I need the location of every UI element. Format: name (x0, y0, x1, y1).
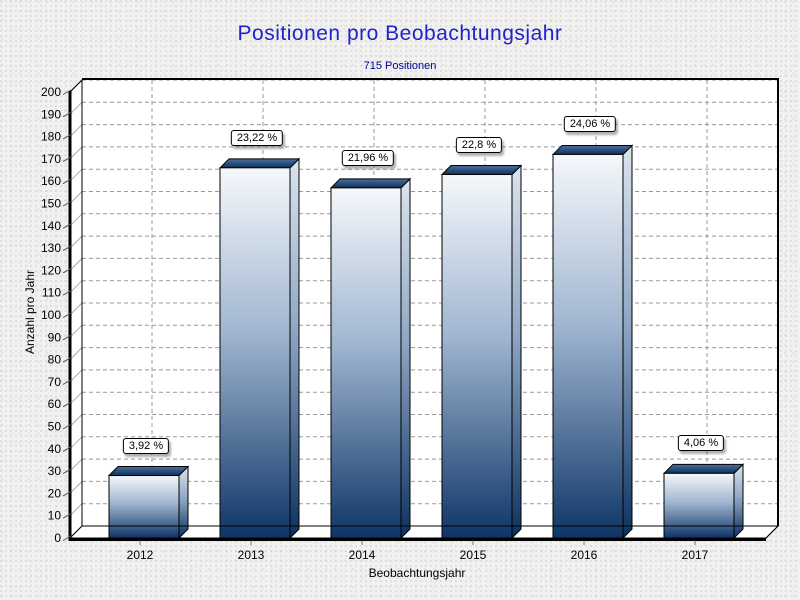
bar-percent-label: 24,06 % (563, 116, 617, 133)
y-tick-label: 160 (41, 174, 61, 188)
y-tick-label: 50 (48, 420, 62, 434)
bar-2015 (440, 164, 523, 540)
y-tick-label: 40 (48, 442, 62, 456)
y-tick-label: 200 (41, 85, 61, 99)
bar-2017 (662, 463, 745, 540)
y-tick-label: 0 (54, 531, 61, 545)
x-axis-title: Beobachtungsjahr (369, 566, 466, 580)
bar-percent-label: 21,96 % (341, 149, 395, 166)
bar-2016 (551, 144, 634, 540)
bar-2013 (218, 157, 301, 540)
y-tick-label: 110 (42, 286, 61, 300)
chart-subtitle: 715 Positionen (363, 60, 437, 72)
year-label: 2013 (238, 548, 265, 562)
year-label: 2014 (349, 548, 376, 562)
y-tick-label: 170 (41, 152, 61, 166)
y-tick-label: 20 (48, 486, 62, 500)
y-tick-label: 140 (41, 219, 61, 233)
chart-title: Positionen pro Beobachtungsjahr (237, 22, 563, 45)
y-tick-label: 90 (48, 330, 62, 344)
y-tick-label: 80 (48, 353, 62, 367)
y-tick-label: 60 (48, 397, 62, 411)
bar-percent-label: 3,92 % (122, 437, 170, 454)
y-axis-title: Anzahl pro Jahr (23, 270, 37, 354)
bar-2012 (107, 465, 190, 540)
y-tick-label: 10 (48, 509, 62, 523)
y-tick-label: 180 (41, 130, 61, 144)
bar-percent-label: 4,06 % (677, 435, 725, 452)
chart-axes (68, 78, 779, 541)
year-label: 2015 (460, 548, 487, 562)
bar-percent-label: 22,8 % (455, 136, 503, 153)
chart-tick-labels: 0 10 20 30 40 50 60 70 80 90 100 110 120 130 140 150 160… (41, 85, 709, 562)
y-tick-label: 30 (48, 464, 62, 478)
bar-2014 (329, 177, 412, 540)
year-label: 2017 (682, 548, 709, 562)
chart-bars (107, 144, 745, 540)
year-label: 2012 (127, 548, 154, 562)
year-label: 2016 (571, 548, 598, 562)
y-tick-label: 130 (41, 241, 61, 255)
y-tick-label: 100 (41, 308, 61, 322)
y-tick-label: 70 (48, 375, 62, 389)
y-tick-label: 190 (41, 107, 61, 121)
y-tick-label: 150 (41, 197, 61, 211)
bar-percent-label: 23,22 % (230, 129, 284, 146)
y-tick-label: 120 (41, 263, 61, 277)
